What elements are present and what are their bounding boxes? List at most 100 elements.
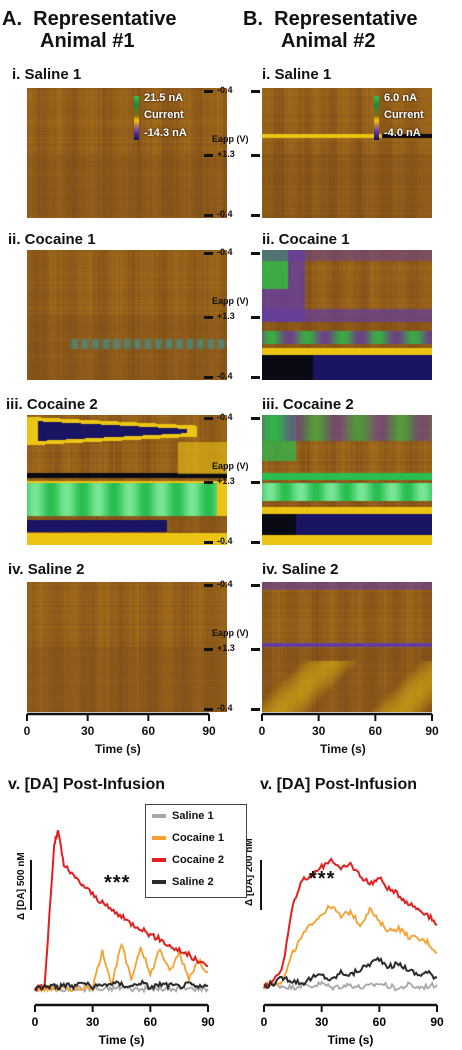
eapp-tick-label-top: -0.4: [217, 579, 233, 589]
x-tick-label: 90: [201, 1015, 215, 1029]
column-a-title-line1: Representative: [33, 8, 177, 30]
time-tick-label: 90: [425, 724, 439, 738]
current-scale-bar-a: [134, 96, 139, 140]
eapp-axis-label: Eapp (V): [212, 134, 249, 144]
series-legend: Saline 1 Cocaine 1 Cocaine 2 Saline 2: [145, 804, 247, 898]
eapp-tick-label-top: -0.4: [217, 247, 233, 257]
time-axes-colorplots: [26, 712, 433, 721]
dopamine-chart-a: 0 30 60 90 Time (s): [30, 829, 215, 1047]
current-scale-min-b: -4.0 nA: [384, 127, 421, 139]
eapp-tick-label-bottom: -0.4: [217, 209, 233, 219]
legend-label-saline1: Saline 1: [172, 810, 214, 822]
eapp-axis-label: Eapp (V): [212, 628, 249, 638]
eapp-tick-left-mid: [204, 481, 213, 484]
time-axis-label-b: Time (s): [320, 742, 366, 756]
x-axis-label: Time (s): [328, 1033, 374, 1047]
x-axis-label: Time (s): [99, 1033, 145, 1047]
legend-item-saline2: Saline 2: [152, 876, 214, 888]
eapp-tick-left-bottom: [204, 541, 213, 544]
legend-item-cocaine2: Cocaine 2: [152, 854, 224, 866]
eapp-tick-right-bottom: [251, 708, 260, 711]
time-tick-label: 0: [23, 724, 31, 738]
legend-swatch-cocaine2: [152, 858, 166, 863]
post-infusion-title-b: v. [DA] Post-Infusion: [260, 776, 418, 793]
color-plot-a-saline1: [27, 88, 227, 218]
column-a-letter: A.: [2, 8, 22, 30]
x-tick-label: 60: [373, 1015, 387, 1029]
panel-a-ii-title: ii. Cocaine 1: [8, 231, 96, 248]
significance-stars-a: ***: [104, 872, 131, 894]
eapp-tick-label-mid: +1.3: [217, 311, 235, 321]
series-line-saline2: [34, 978, 209, 992]
post-infusion-title-a: v. [DA] Post-Infusion: [8, 776, 166, 793]
legend-item-saline1: Saline 1: [152, 810, 214, 822]
eapp-tick-label-bottom: -0.4: [217, 536, 233, 546]
eapp-axis-label: Eapp (V): [212, 296, 249, 306]
eapp-tick-right-bottom: [251, 376, 260, 379]
series-line-cocaine2: [263, 857, 438, 989]
eapp-tick-label-top: -0.4: [217, 412, 233, 422]
significance-stars-b: ***: [309, 868, 336, 890]
color-plot-a-cocaine2: [27, 415, 227, 545]
panel-b-i-title: i. Saline 1: [262, 66, 332, 83]
current-scale-bar-b: [374, 96, 379, 140]
time-tick-label: 30: [80, 724, 95, 738]
x-tick-label: 0: [261, 1015, 268, 1029]
color-plot-b-cocaine1: [262, 250, 432, 380]
eapp-tick-right-bottom: [251, 214, 260, 217]
color-plot-b-cocaine2: [262, 415, 432, 545]
color-plot-a-saline2: [27, 582, 227, 712]
eapp-tick-left-bottom: [204, 214, 213, 217]
eapp-tick-right-bottom: [251, 541, 260, 544]
legend-item-cocaine1: Cocaine 1: [152, 832, 224, 844]
column-b-title: B. Representative Animal #2: [243, 8, 418, 52]
x-tick-label: 90: [430, 1015, 444, 1029]
series-line-saline2: [263, 956, 438, 990]
eapp-tick-label-bottom: -0.4: [217, 703, 233, 713]
legend-swatch-saline2: [152, 880, 166, 885]
legend-swatch-saline1: [152, 814, 166, 819]
eapp-tick-label-top: -0.4: [217, 85, 233, 95]
column-b-title-line1: Representative: [274, 8, 418, 30]
color-plot-b-saline2: [262, 582, 432, 712]
eapp-tick-left-top: [204, 417, 213, 420]
scale-label-a: Δ [DA] 500 nM: [16, 852, 27, 920]
panel-b-ii-title: ii. Cocaine 1: [262, 231, 350, 248]
color-plot-a-cocaine1: [27, 250, 227, 380]
eapp-tick-left-mid: [204, 316, 213, 319]
legend-label-saline2: Saline 2: [172, 876, 214, 888]
time-tick-label: 0: [258, 724, 266, 738]
eapp-tick-left-top: [204, 252, 213, 255]
column-b-letter: B.: [243, 8, 263, 30]
eapp-tick-right-mid: [251, 316, 260, 319]
panel-a-iv-title: iv. Saline 2: [8, 561, 85, 578]
time-axis-label-a: Time (s): [95, 742, 141, 756]
column-a-title: A. Representative Animal #1: [2, 8, 177, 52]
eapp-tick-label-mid: +1.3: [217, 476, 235, 486]
current-scale-legend-a: 21.5 nA Current -14.3 nA: [128, 90, 218, 146]
eapp-axis-label: Eapp (V): [212, 461, 249, 471]
eapp-tick-left-bottom: [204, 376, 213, 379]
eapp-tick-right-top: [251, 252, 260, 255]
x-tick-label: 60: [144, 1015, 158, 1029]
series-line-cocaine1: [263, 904, 438, 990]
eapp-tick-left-mid: [204, 154, 213, 157]
dopamine-chart-b: 0 30 60 90 Time (s): [260, 857, 444, 1047]
eapp-tick-right-mid: [251, 648, 260, 651]
panel-a-iii-title: iii. Cocaine 2: [6, 396, 98, 413]
time-tick-label: 60: [141, 724, 156, 738]
legend-label-cocaine2: Cocaine 2: [172, 854, 224, 866]
eapp-tick-label-bottom: -0.4: [217, 371, 233, 381]
eapp-tick-label-mid: +1.3: [217, 149, 235, 159]
current-scale-label-a: Current: [144, 109, 184, 121]
current-scale-max-b: 6.0 nA: [384, 92, 418, 104]
time-tick-label: 30: [311, 724, 326, 738]
time-tick-label: 90: [202, 724, 216, 738]
legend-label-cocaine1: Cocaine 1: [172, 832, 224, 844]
eapp-tick-right-top: [251, 90, 260, 93]
eapp-tick-left-top: [204, 90, 213, 93]
x-tick-label: 30: [315, 1015, 329, 1029]
current-scale-legend-b: 6.0 nA Current -4.0 nA: [368, 90, 458, 146]
current-scale-label-b: Current: [384, 109, 424, 121]
column-b-title-line2: Animal #2: [281, 30, 376, 52]
